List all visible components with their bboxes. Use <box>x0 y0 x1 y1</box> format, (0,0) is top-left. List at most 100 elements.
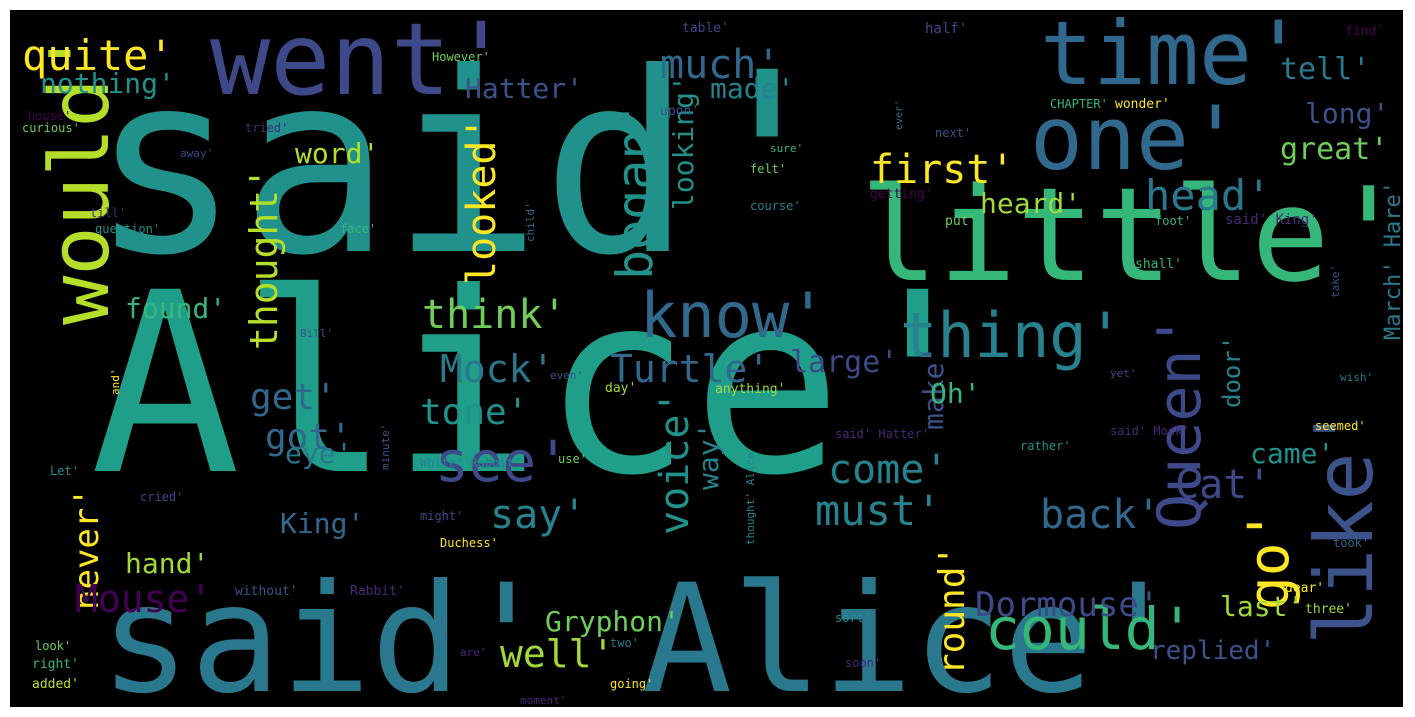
word-round: round' <box>932 544 973 675</box>
word-felt: felt' <box>750 162 787 176</box>
word-till: till' <box>90 206 127 220</box>
word-three: three' <box>1305 602 1352 617</box>
word-replied: replied' <box>1150 636 1276 666</box>
word-tell: tell' <box>1280 52 1371 87</box>
word-came: came' <box>1250 437 1335 470</box>
word-two: two' <box>610 636 639 650</box>
word-time: time' <box>1040 10 1305 105</box>
word-sort: sort' <box>835 611 872 625</box>
word-cat: Cat' <box>1175 462 1272 508</box>
word-found: found' <box>125 292 227 325</box>
word-first: first' <box>870 147 1015 193</box>
word-without: without' <box>235 584 298 599</box>
word-dormouse: Dormouse' <box>975 585 1160 625</box>
word-wonder: wonder' <box>1115 97 1170 112</box>
word-eye: eye' <box>285 437 353 470</box>
word-king: King' <box>280 507 365 540</box>
word-gryphon: Gryphon' <box>545 605 680 638</box>
word-one: one' <box>1030 87 1242 190</box>
word-said-king: said' King' <box>1225 212 1318 228</box>
word-chapter: CHAPTER' <box>1050 97 1108 111</box>
word-house: house' <box>28 109 72 123</box>
word-shall: shall' <box>1135 257 1182 272</box>
word-look: look' <box>35 639 72 653</box>
word-took: took' <box>1333 536 1370 550</box>
word-mouse: Mouse' <box>75 577 213 621</box>
word-child: child' <box>524 202 537 242</box>
word-could: could' <box>985 595 1195 663</box>
word-much: much' <box>660 42 781 88</box>
word-mock: Mock' <box>440 347 555 391</box>
word-dear: dear' <box>1285 581 1325 596</box>
word-upon: upon' <box>660 104 700 119</box>
word-put: put' <box>945 214 977 229</box>
word-find: find' <box>1345 24 1385 39</box>
word-day: day' <box>605 381 637 396</box>
word-face: face' <box>340 222 377 236</box>
word-wish: wish' <box>1340 371 1374 384</box>
word-course: course' <box>750 199 801 213</box>
word-thing: thing' <box>900 299 1124 372</box>
word-moment: moment' <box>520 694 567 707</box>
word-even: even' <box>550 369 584 382</box>
word-question: question' <box>95 222 161 236</box>
word-voice: voice' <box>652 390 698 536</box>
word-made: made' <box>710 72 795 105</box>
word-might: might' <box>420 509 464 523</box>
word-said-hatter: said' Hatter' <box>835 427 929 441</box>
word-anything: anything' <box>715 382 786 397</box>
word-tried: tried' <box>245 121 289 135</box>
word-white-rabbit: White' Rabbit' <box>420 456 522 470</box>
word-curious: curious' <box>22 121 80 135</box>
word-turtle: Turtle' <box>610 347 771 391</box>
word-said-alice: said' Alice' <box>100 553 1184 707</box>
word-heard: heard' <box>980 187 1082 220</box>
word-great: great' <box>1280 132 1389 167</box>
word-half: half' <box>925 21 968 37</box>
word-long: long' <box>1305 97 1390 130</box>
word-next: next' <box>935 126 972 140</box>
word-march-hare: March' Hare' <box>1381 181 1403 340</box>
word-soon: soon' <box>845 656 882 670</box>
word-hand: hand' <box>125 547 210 580</box>
word-looking: looking' <box>667 75 700 210</box>
word-right: right' <box>32 657 79 672</box>
word-and: and' <box>109 368 122 396</box>
word-know: know' <box>640 279 827 352</box>
word-back: back' <box>1040 492 1161 538</box>
word-are: are' <box>460 646 487 659</box>
word-tone: tone' <box>420 392 529 433</box>
word-thought-alice: thought' Alice' <box>744 445 757 545</box>
word-cried: cried' <box>140 490 184 504</box>
word-say: say' <box>490 492 587 538</box>
word-well: well' <box>500 632 615 676</box>
word-thought: thought' <box>242 166 286 350</box>
word-rather: rather' <box>1020 439 1071 453</box>
word-added: added' <box>32 677 79 692</box>
word-head: head' <box>1145 171 1272 220</box>
word-duchess: Duchess' <box>440 536 498 550</box>
word-minute: minute' <box>379 423 392 470</box>
word-see: see' <box>435 430 570 495</box>
word-getting: getting' <box>870 187 933 202</box>
word-hatter: Hatter' <box>465 72 584 105</box>
word-however: However' <box>432 50 490 64</box>
word-word: word' <box>295 137 380 170</box>
word-ever: ever' <box>894 99 905 130</box>
word-take: take' <box>1329 264 1342 298</box>
word-sure: sure' <box>770 142 804 155</box>
word-foot: foot' <box>1155 214 1192 228</box>
word-little: little' <box>860 159 1403 311</box>
word-table: table' <box>682 21 729 36</box>
word-began: began' <box>606 99 664 280</box>
word-way: way' <box>692 422 725 490</box>
word-going: going' <box>610 677 654 691</box>
word-bill: Bill' <box>300 327 334 340</box>
word-door: door' <box>1218 335 1246 408</box>
word-oh: Oh' <box>930 377 981 410</box>
word-went: went' <box>210 10 512 118</box>
word-large: large' <box>790 345 899 380</box>
word-nothing: nothing' <box>40 67 175 100</box>
word-alice: Alice' <box>90 239 994 530</box>
word-quite: quite' <box>22 31 174 80</box>
